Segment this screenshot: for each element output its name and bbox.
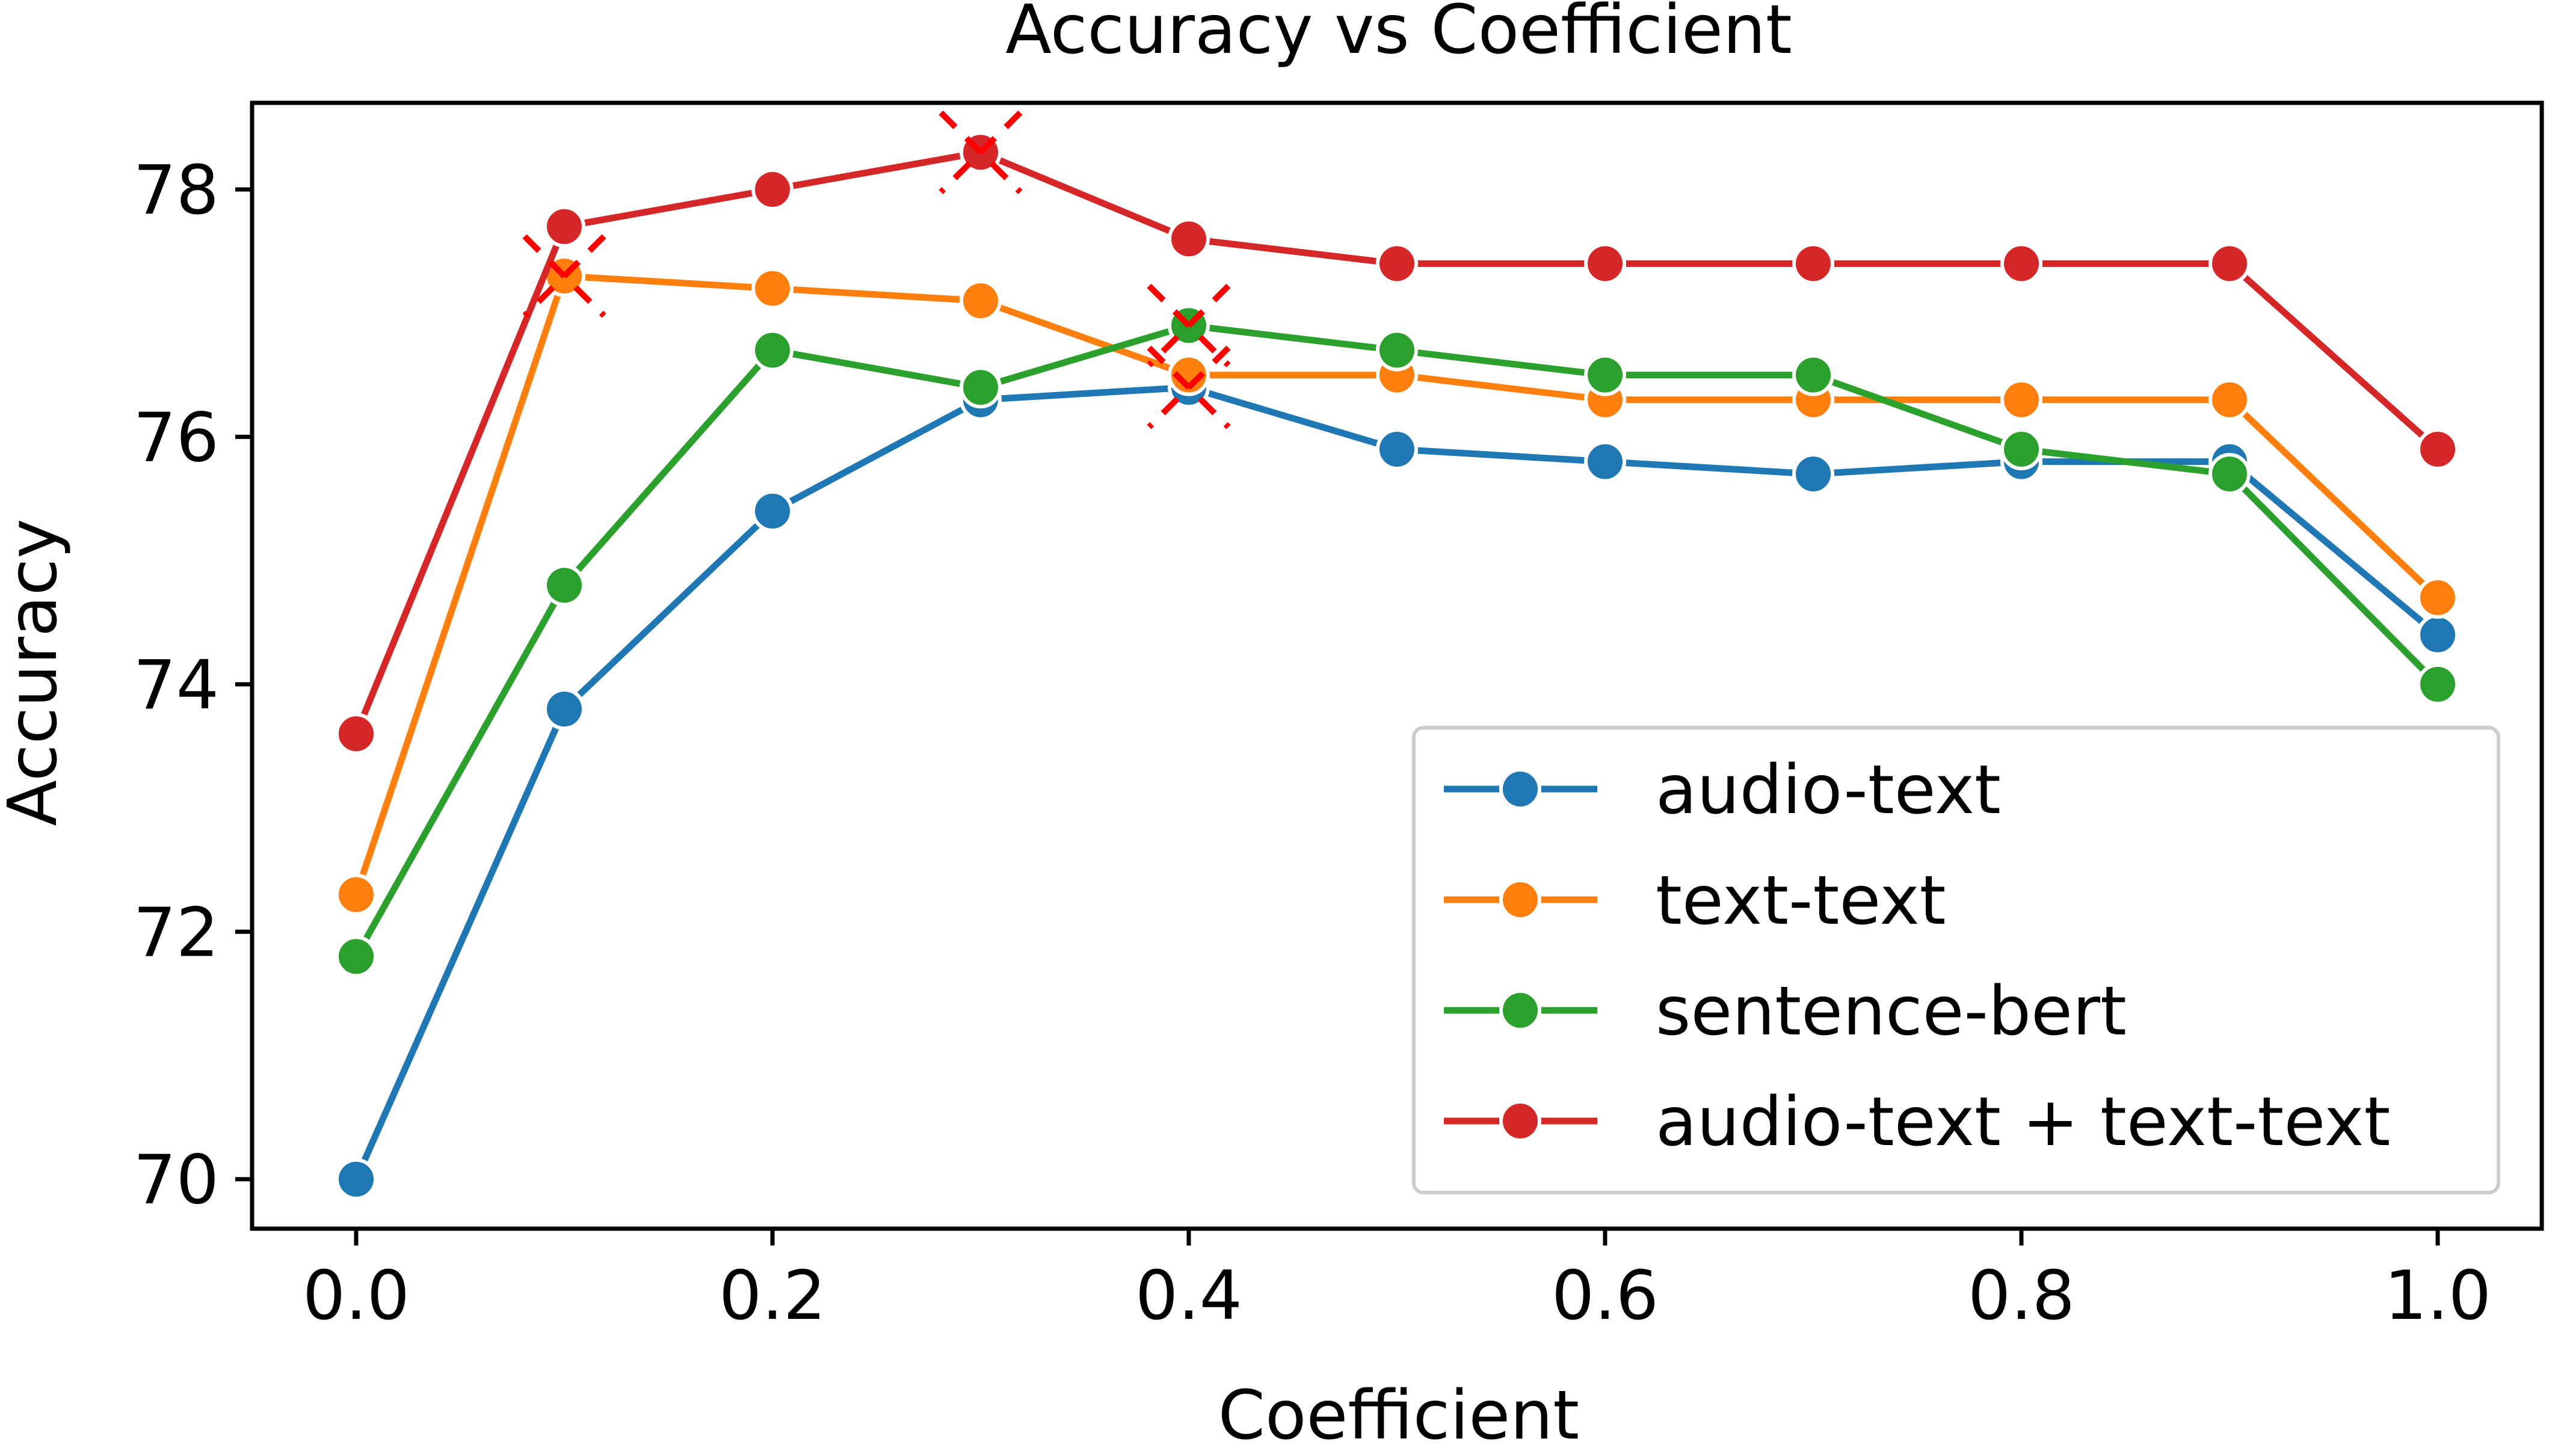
highlight-cross-marker-1: [939, 110, 1023, 194]
legend-marker-swatch: [1499, 768, 1541, 810]
data-point-3-1: [543, 205, 585, 248]
data-point-1-3: [960, 280, 1002, 322]
data-point-2-1: [543, 564, 585, 607]
highlight-cross-marker-2: [1147, 283, 1231, 367]
data-point-1-8: [2000, 378, 2042, 421]
data-point-0-6: [1584, 440, 1626, 483]
data-point-0-1: [543, 688, 585, 730]
x-tick-label: 0.0: [303, 1257, 410, 1335]
data-point-2-7: [1792, 354, 1834, 396]
x-tick-label: 1.0: [2384, 1257, 2491, 1335]
data-point-0-7: [1792, 453, 1834, 496]
data-point-0-5: [1376, 428, 1418, 470]
legend-item-1: text-text: [1444, 862, 1946, 940]
x-tick-label: 0.4: [1135, 1257, 1242, 1335]
data-point-2-5: [1376, 329, 1418, 372]
axes-border: [250, 100, 2544, 1231]
legend-box: [1412, 726, 2500, 1194]
data-point-0-0: [335, 1158, 377, 1200]
legend: audio-text text-text sentence-bert audio-te…: [1412, 726, 2500, 1194]
legend-item-2: sentence-bert: [1444, 972, 2127, 1051]
data-point-3-9: [2208, 242, 2251, 285]
axes-frame: [250, 100, 2544, 1231]
legend-marker-swatch: [1499, 1100, 1541, 1142]
legend-item-3: audio-text + text-text: [1444, 1083, 2390, 1161]
x-axis-label: Coefficient: [1218, 1377, 1579, 1455]
legend-marker-swatch: [1499, 989, 1541, 1031]
y-tick-label: 76: [133, 399, 219, 477]
y-tick-label: 78: [133, 152, 219, 230]
legend-label: sentence-bert: [1656, 972, 2127, 1051]
data-point-3-10: [2417, 428, 2459, 470]
y-tick-label: 70: [133, 1141, 219, 1220]
plot-area: [335, 110, 2459, 1200]
data-point-1-0: [335, 873, 377, 916]
data-point-1-9: [2208, 378, 2251, 421]
data-point-2-3: [960, 366, 1002, 409]
data-point-3-2: [751, 168, 794, 210]
data-point-2-10: [2417, 663, 2459, 705]
data-point-3-6: [1584, 242, 1626, 285]
y-tick-label: 74: [133, 647, 219, 725]
data-point-1-2: [751, 267, 794, 310]
x-tick-label: 0.2: [719, 1257, 826, 1335]
data-point-3-4: [1168, 218, 1210, 260]
data-point-0-2: [751, 490, 794, 532]
x-axis-ticks: 0.0 0.2 0.4 0.6 0.8 1.0: [303, 1229, 2491, 1335]
legend-label: text-text: [1656, 862, 1946, 940]
highlight-cross-marker-3: [1147, 345, 1231, 429]
x-tick-label: 0.8: [1968, 1257, 2075, 1335]
y-axis-label: Accuracy: [0, 518, 72, 826]
highlight-cross-marker-0: [522, 234, 606, 318]
chart-title: Accuracy vs Coefficient: [1005, 0, 1792, 69]
data-point-2-2: [751, 329, 794, 372]
data-point-2-9: [2208, 453, 2251, 496]
legend-label: audio-text + text-text: [1656, 1083, 2390, 1161]
legend-item-0: audio-text: [1444, 751, 2001, 829]
data-point-2-8: [2000, 428, 2042, 470]
data-point-0-10: [2417, 613, 2459, 656]
x-tick-label: 0.6: [1552, 1257, 1659, 1335]
data-point-2-0: [335, 935, 377, 978]
data-point-2-6: [1584, 354, 1626, 396]
y-axis-ticks: 70 72 74 76 78: [133, 152, 252, 1220]
data-point-1-10: [2417, 576, 2459, 619]
data-point-3-0: [335, 713, 377, 755]
legend-marker-swatch: [1499, 879, 1541, 921]
data-point-3-8: [2000, 242, 2042, 285]
y-tick-label: 72: [133, 894, 219, 972]
legend-label: audio-text: [1656, 751, 2001, 829]
data-point-3-5: [1376, 242, 1418, 285]
data-point-3-7: [1792, 242, 1834, 285]
data-point-1-4: [1168, 354, 1210, 396]
